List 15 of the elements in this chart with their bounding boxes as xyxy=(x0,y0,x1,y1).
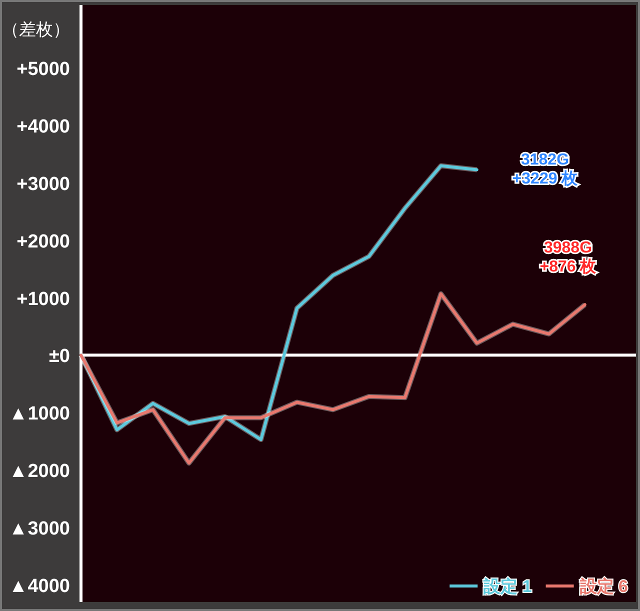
legend-label: 設定 1 xyxy=(482,577,532,596)
y-axis-title: （差枚） xyxy=(2,20,70,39)
y-tick-label: +4000 xyxy=(16,116,70,138)
legend-label: 設定 6 xyxy=(578,577,628,596)
y-tick-label: +2000 xyxy=(16,231,70,252)
y-tick-label: +3000 xyxy=(16,174,70,195)
y-tick-label: ▲2000 xyxy=(8,460,70,482)
y-tick-label: +5000 xyxy=(16,59,70,80)
y-tick-label: ±0 xyxy=(49,346,70,368)
y-tick-label: ▲4000 xyxy=(8,576,70,597)
y-tick-label: +1000 xyxy=(16,288,70,310)
annotation: 3182G +3229 枚 xyxy=(512,152,579,188)
y-tick-label: ▲1000 xyxy=(8,404,70,425)
annotation: 3988G +876 枚 xyxy=(540,240,598,276)
y-tick-label: ▲3000 xyxy=(8,518,70,540)
